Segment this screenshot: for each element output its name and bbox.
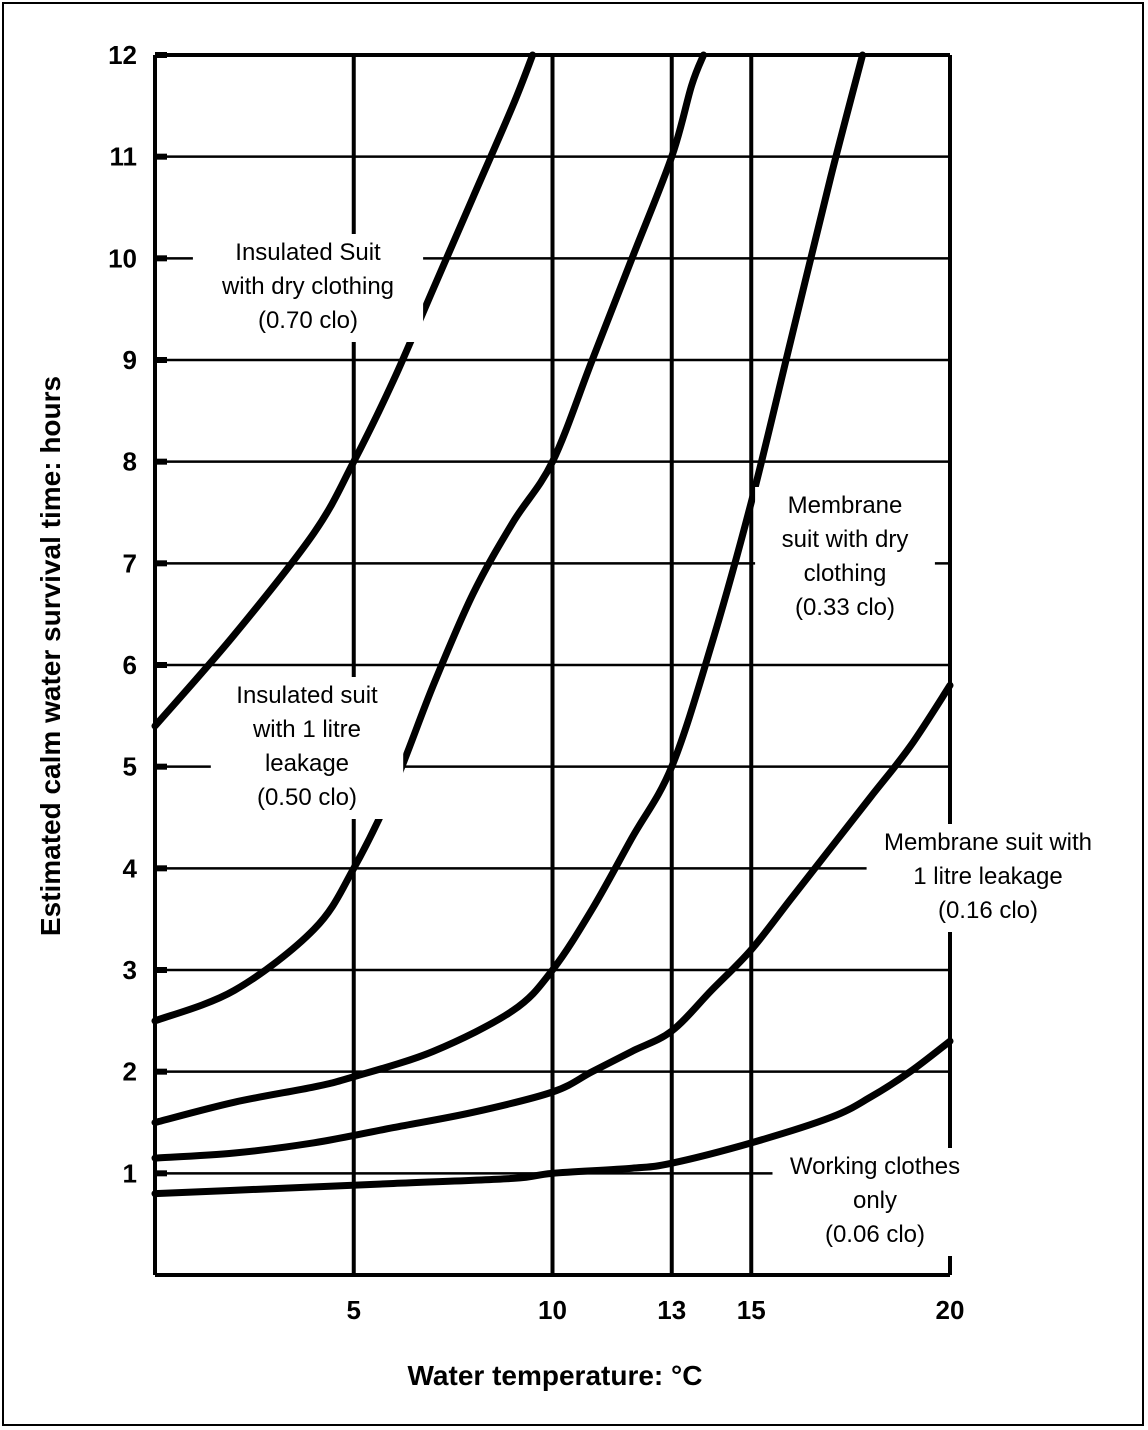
curve-label-5-line-1: Working clothes: [790, 1153, 960, 1180]
curve-label-3-line-3: clothing: [804, 560, 887, 587]
y-tick-label-2: 2: [123, 1057, 137, 1087]
curve-label-3-line-4: (0.33 clo): [795, 594, 895, 621]
series-line-3: [151, 51, 867, 1126]
y-tick-label-10: 10: [108, 243, 137, 273]
curve-labels: Insulated Suit with dry clothing (0.70 clo…: [192, 234, 1110, 1256]
curve-label-5-line-3: (0.06 clo): [825, 1221, 925, 1248]
curve-label-3-line-2: suit with dry: [782, 526, 909, 553]
axes: [153, 55, 950, 1277]
curve-label-3-line-1: Membrane: [788, 492, 903, 519]
curves: [151, 51, 954, 1198]
series-line-2: [151, 51, 708, 1025]
curve-label-2-line-3: leakage: [265, 750, 349, 777]
y-tick-label-12: 12: [108, 40, 137, 70]
curve-label-4-line-3: (0.16 clo): [938, 897, 1038, 924]
y-tick-label-6: 6: [123, 650, 137, 680]
x-tick-label-15: 15: [737, 1295, 766, 1325]
y-tick-label-9: 9: [123, 345, 137, 375]
y-tick-label-4: 4: [123, 853, 138, 883]
y-tick-label-7: 7: [123, 548, 137, 578]
y-tick-label-5: 5: [123, 752, 137, 782]
curve-label-5-line-2: only: [853, 1187, 897, 1214]
curve-label-4-line-2: 1 litre leakage: [913, 863, 1062, 890]
y-tick-label-1: 1: [123, 1158, 137, 1188]
curve-label-2-line-4: (0.50 clo): [257, 784, 357, 811]
curve-label-5: Working clothes only (0.06 clo): [772, 1148, 978, 1256]
curve-label-1: Insulated Suit with dry clothing (0.70 clo…: [192, 234, 424, 342]
curve-label-1-line-2: with dry clothing: [221, 273, 394, 300]
series-line-1: [151, 51, 537, 730]
curve-label-1-line-3: (0.70 clo): [258, 307, 358, 334]
series-line-5: [151, 1037, 954, 1198]
curve-label-1-line-1: Insulated Suit: [235, 239, 381, 266]
x-axis-title: Water temperature: °C: [408, 1360, 703, 1391]
y-tick-label-3: 3: [123, 955, 137, 985]
curve-label-4: Membrane suit with 1 litre leakage (0.16 c…: [866, 824, 1110, 932]
curve-label-2: Insulated suit with 1 litre leakage (0.50 c…: [210, 677, 404, 819]
curve-label-2-line-1: Insulated suit: [236, 682, 378, 709]
curve-label-2-line-2: with 1 litre: [252, 716, 361, 743]
y-axis-title: Estimated calm water survival time: hour…: [35, 376, 66, 936]
series-line-4: [151, 681, 954, 1162]
x-tick-label-13: 13: [657, 1295, 686, 1325]
curve-label-3: Membrane suit with dry clothing (0.33 clo): [755, 487, 935, 629]
y-tick-label-11: 11: [110, 142, 138, 172]
x-tick-label-20: 20: [936, 1295, 965, 1325]
y-tick-label-8: 8: [123, 447, 137, 477]
x-tick-label-5: 5: [347, 1295, 361, 1325]
curve-label-4-line-1: Membrane suit with: [884, 829, 1092, 856]
x-tick-label-10: 10: [538, 1295, 567, 1325]
